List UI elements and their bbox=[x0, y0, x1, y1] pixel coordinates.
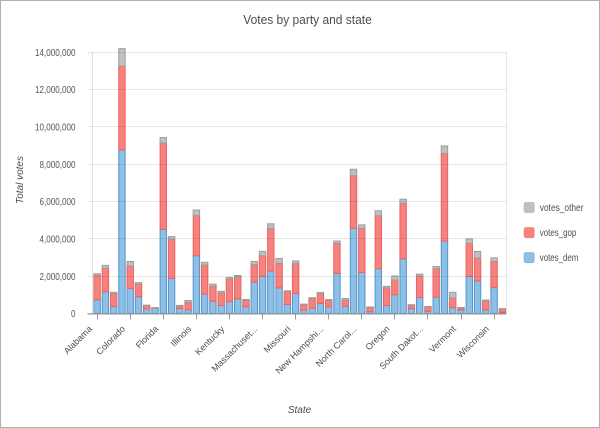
svg-text:10,000,000: 10,000,000 bbox=[35, 123, 76, 134]
svg-text:14,000,000: 14,000,000 bbox=[35, 48, 76, 59]
svg-text:4,000,000: 4,000,000 bbox=[40, 235, 76, 246]
svg-text:6,000,000: 6,000,000 bbox=[40, 197, 76, 208]
svg-text:votes_gop: votes_gop bbox=[540, 228, 577, 239]
svg-text:State: State bbox=[288, 405, 312, 416]
svg-text:8,000,000: 8,000,000 bbox=[40, 160, 76, 171]
svg-text:0: 0 bbox=[71, 309, 76, 320]
svg-text:votes_other: votes_other bbox=[540, 203, 584, 214]
svg-text:2,000,000: 2,000,000 bbox=[40, 272, 76, 283]
svg-text:12,000,000: 12,000,000 bbox=[35, 85, 76, 96]
svg-text:Total votes: Total votes bbox=[15, 156, 26, 204]
svg-text:votes_dem: votes_dem bbox=[540, 253, 579, 264]
svg-text:Votes by party and state: Votes by party and state bbox=[243, 12, 372, 27]
